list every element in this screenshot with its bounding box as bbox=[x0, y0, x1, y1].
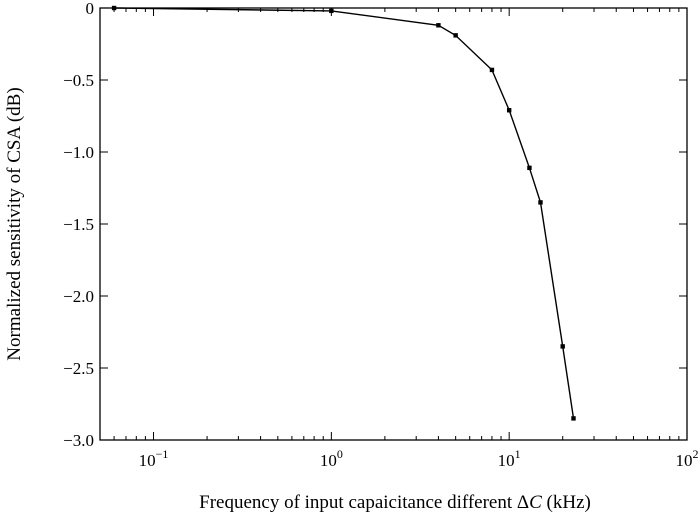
y-tick-label: 0 bbox=[86, 0, 95, 18]
y-tick-label: −1.0 bbox=[63, 143, 94, 162]
axis-ticks: 10−1 100 101 102 0 −0.5 −1.0 −1.5 −2.0 −2.5 −3.0 bbox=[63, 0, 698, 470]
y-tick-label: −1.5 bbox=[63, 215, 94, 234]
data-point bbox=[453, 33, 458, 38]
series-line bbox=[114, 7, 575, 419]
data-point bbox=[560, 344, 565, 349]
y-tick-label: −0.5 bbox=[63, 71, 94, 90]
x-tick-label: 101 bbox=[498, 447, 521, 470]
plot-frame bbox=[99, 7, 688, 441]
x-tick-label: 10−1 bbox=[139, 447, 169, 470]
data-point bbox=[527, 165, 532, 171]
y-tick-label: −2.5 bbox=[63, 359, 94, 378]
data-point bbox=[436, 23, 441, 28]
y-tick-label: −2.0 bbox=[63, 287, 94, 306]
x-axis-label: Frequency of input capaicitance differen… bbox=[199, 492, 591, 513]
series-layer bbox=[111, 5, 576, 421]
data-point bbox=[538, 200, 543, 205]
data-point bbox=[111, 5, 117, 11]
data-point bbox=[489, 67, 495, 73]
x-tick-label: 100 bbox=[320, 447, 343, 470]
data-point bbox=[329, 8, 334, 14]
data-point bbox=[571, 416, 576, 421]
y-axis-label: Normalized sensitivity of CSA (dB) bbox=[4, 87, 25, 360]
data-point bbox=[506, 108, 512, 113]
y-tick-label: −3.0 bbox=[63, 431, 94, 450]
x-tick-label: 102 bbox=[676, 447, 699, 470]
